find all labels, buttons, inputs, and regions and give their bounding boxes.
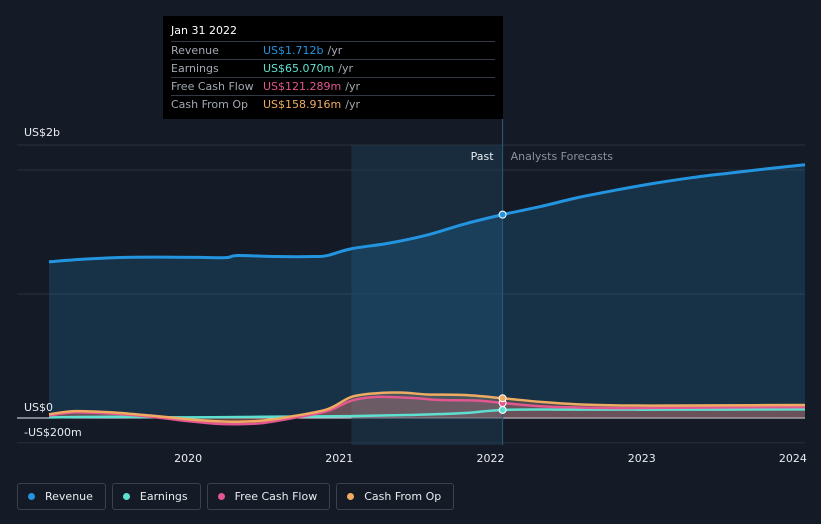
tooltip-unit: /yr xyxy=(345,80,360,93)
marker-earnings xyxy=(498,405,507,414)
legend-label: Cash From Op xyxy=(364,490,442,503)
area-cash-from-op xyxy=(49,392,805,422)
marker-revenue xyxy=(498,210,507,219)
series-lines xyxy=(48,163,806,426)
legend-dot-icon xyxy=(347,493,355,500)
x-tick-label: 2022 xyxy=(477,452,505,465)
y-tick-label: -US$200m xyxy=(24,426,82,439)
legend-dot-icon xyxy=(122,493,130,500)
x-tick-label: 2021 xyxy=(325,452,353,465)
hover-markers xyxy=(498,210,507,414)
tooltip-row-earnings: Earnings US$65.070m /yr xyxy=(171,59,495,77)
series-line-earnings xyxy=(48,408,806,419)
legend-item-free-cash-flow[interactable]: Free Cash Flow xyxy=(206,483,331,510)
marker-cash-from-op xyxy=(498,394,507,403)
legend-label: Free Cash Flow xyxy=(234,490,318,503)
series-line-cash-from-op xyxy=(48,391,806,423)
legend-item-revenue[interactable]: Revenue xyxy=(17,483,106,510)
tooltip-row-free-cash-flow: Free Cash Flow US$121.289m /yr xyxy=(171,77,495,95)
series-line-revenue xyxy=(48,163,806,264)
tooltip-label: Cash From Op xyxy=(171,98,249,111)
tooltip-unit: /yr xyxy=(345,98,360,111)
area-revenue xyxy=(49,164,805,418)
x-axis-labels: 2020 2021 2022 2023 2024 xyxy=(174,452,807,465)
y-axis-labels: US$2b US$0 -US$200m xyxy=(24,126,82,439)
tooltip-label: Earnings xyxy=(171,62,219,75)
series-line-free-cash-flow xyxy=(48,395,806,426)
tooltip-value: US$121.289m xyxy=(263,80,342,93)
x-tick-label: 2023 xyxy=(628,452,656,465)
x-tick-label: 2024 xyxy=(779,452,807,465)
tooltip-unit: /yr xyxy=(327,44,343,57)
y-tick-label: US$2b xyxy=(24,126,60,139)
tooltip-value: US$65.070m xyxy=(263,62,335,75)
tooltip-label: Revenue xyxy=(171,44,219,57)
tooltip-unit: /yr xyxy=(338,62,353,75)
legend-item-earnings[interactable]: Earnings xyxy=(111,483,201,510)
past-label: Past xyxy=(471,150,495,163)
tooltip-value: US$1.712b xyxy=(263,44,324,57)
tooltip-date: Jan 31 2022 xyxy=(171,24,237,37)
legend-item-cash-from-op[interactable]: Cash From Op xyxy=(336,483,455,510)
forecast-label: Analysts Forecasts xyxy=(511,150,614,163)
legend-label: Earnings xyxy=(139,490,188,503)
tooltip-row-revenue: Revenue US$1.712b /yr xyxy=(171,41,495,59)
series-areas xyxy=(49,164,805,425)
legend-dot-icon xyxy=(28,493,35,500)
tooltip: Jan 31 2022 Revenue US$1.712b /yr Earnin… xyxy=(163,16,503,119)
tooltip-row-cash-from-op: Cash From Op US$158.916m /yr xyxy=(171,95,495,113)
legend: Revenue Earnings Free Cash Flow Cash Fro… xyxy=(17,483,455,510)
legend-label: Revenue xyxy=(45,490,93,503)
tooltip-label: Free Cash Flow xyxy=(171,80,254,93)
legend-dot-icon xyxy=(217,493,225,500)
x-tick-label: 2020 xyxy=(174,452,202,465)
y-tick-label: US$0 xyxy=(24,401,53,414)
tooltip-value: US$158.916m xyxy=(263,98,342,111)
area-free-cash-flow xyxy=(49,396,805,425)
